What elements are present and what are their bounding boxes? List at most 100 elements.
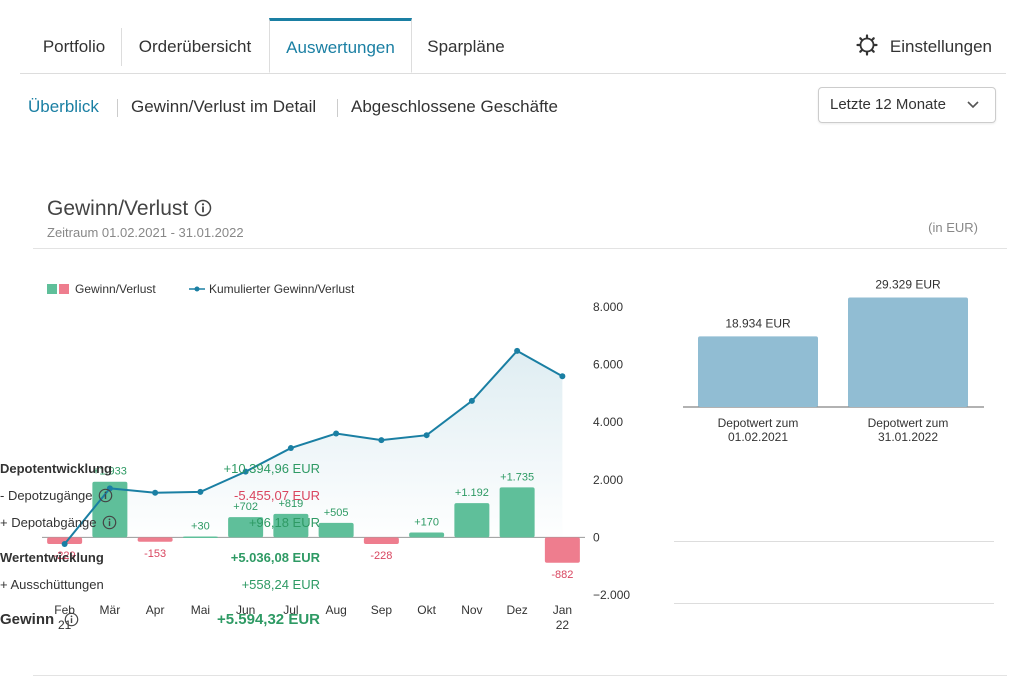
info-icon[interactable] [194,199,212,217]
summary-row-depotentwicklung: Depotentwicklung +10.394,96 EUR [0,461,320,479]
summary-divider [674,541,994,542]
panel-unit: (in EUR) [928,220,978,235]
x-tick-label: Okt [417,603,436,617]
depot-category-label: 31.01.2022 [878,430,938,444]
legend-gewinn-verlust: Gewinn/Verlust [47,282,156,296]
period-select[interactable]: Letzte 12 Monate [818,87,996,123]
summary-row-wertentwicklung: Wertentwicklung +5.036,08 EUR [0,550,320,568]
bar-gewinn-verlust [544,537,580,563]
summary-value: +10.394,96 EUR [223,461,320,476]
bar-gewinn-verlust [409,532,445,538]
period-select-value: Letzte 12 Monate [830,96,946,113]
summary-value: -5.455,07 EUR [234,488,320,503]
bar-gewinn-verlust [454,503,490,538]
depot-category-label: Depotwert zum [718,416,799,430]
x-tick-label: Aug [325,603,346,617]
gear-icon [856,34,878,56]
y-tick-label: 8.000 [593,300,623,314]
summary-value: +5.036,08 EUR [230,550,320,565]
summary-label-wrap: - Depotzugänge [0,488,113,503]
cumulative-point [423,432,430,439]
summary-label: Gewinn [0,611,55,628]
depot-bar-label: 29.329 EUR [875,278,941,292]
bar-gewinn-verlust [318,522,354,538]
depot-bar [698,336,818,407]
tab-auswertungen[interactable]: Auswertungen [269,18,412,73]
info-icon[interactable] [102,515,117,530]
summary-label: - Depotzugänge [0,488,93,503]
summary-label-wrap: + Depotabgänge [0,515,117,530]
bar-data-label: -882 [551,569,573,581]
summary-depotentwicklung [0,0,320,18]
panel-period: Zeitraum 01.02.2021 - 31.01.2022 [47,225,244,240]
settings-label: Einstellungen [889,37,992,56]
legend-label: Gewinn/Verlust [75,282,156,296]
depot-category-label: Depotwert zum [868,416,949,430]
bar-gewinn-verlust [499,487,535,538]
divider [33,675,1007,676]
legend-swatch-icon [47,284,69,294]
cumulative-point [514,347,521,354]
bar-data-label: +1.735 [500,471,534,483]
summary-row-ausschuettungen: + Ausschüttungen +558,24 EUR [0,577,320,595]
subnav-divider [337,99,338,117]
legend-line-icon [189,286,205,292]
subnav-abgeschlossene-geschaefte[interactable]: Abgeschlossene Geschäfte [351,97,558,116]
bar-data-label: +505 [324,507,349,519]
summary-divider [674,603,994,604]
subnav-gewinn-verlust-detail[interactable]: Gewinn/Verlust im Detail [131,97,317,116]
summary-value: +558,24 EUR [241,577,320,592]
summary-value: +96,18 EUR [248,515,320,530]
y-tick-label: 6.000 [593,358,623,372]
summary-label: + Ausschüttungen [0,577,104,592]
cumulative-point [287,445,294,452]
info-icon[interactable] [64,612,79,627]
summary-value: +5.594,32 EUR [217,611,320,628]
divider [33,248,1007,249]
settings-button[interactable]: Einstellungen [856,18,992,73]
cumulative-point [61,540,68,547]
y-tick-label: 4.000 [593,415,623,429]
tab-divider [121,28,122,66]
cumulative-point [559,373,566,380]
x-tick-label: Dez [506,603,527,617]
tab-orderuebersicht[interactable]: Orderübersicht [138,37,252,56]
x-tick-label: Jan [553,603,572,617]
depot-category-label: 01.02.2021 [728,430,788,444]
cumulative-point [468,397,475,404]
bar-gewinn-verlust [137,537,173,542]
x-tick-label: Nov [461,603,482,617]
cumulative-point [333,430,340,437]
summary-label: + Depotabgänge [0,515,97,530]
x-tick-label: Sep [371,603,393,617]
summary-label-wrap: Gewinn [0,611,79,628]
main-tabs: Portfolio Orderübersicht Auswertungen Sp… [20,18,1006,74]
panel-title-text: Gewinn/Verlust [47,197,189,220]
x-tick-label: 22 [556,618,570,632]
legend-kumuliert: Kumulierter Gewinn/Verlust [189,282,354,296]
y-tick-label: 2.000 [593,473,623,487]
tab-portfolio[interactable]: Portfolio [42,37,106,56]
summary-row-gewinn: Gewinn +5.594,32 EUR [0,611,320,629]
depot-bar [848,297,968,407]
subnav-ueberblick[interactable]: Überblick [28,97,99,116]
summary-label: Wertentwicklung [0,550,104,565]
summary-label: Depotentwicklung [0,461,112,476]
bar-data-label: +1.192 [455,487,489,499]
bar-data-label: +170 [414,517,439,529]
summary-row-depotzugaenge: - Depotzugänge -5.455,07 EUR [0,488,320,506]
chevron-down-icon [967,101,979,109]
bar-gewinn-verlust [182,536,218,539]
y-tick-label: −2.000 [593,588,630,602]
cumulative-point [378,437,385,444]
depot-bar-label: 18.934 EUR [725,316,791,330]
legend-label: Kumulierter Gewinn/Verlust [209,282,355,296]
panel-title: Gewinn/Verlust [47,197,212,221]
bar-data-label: -228 [370,550,392,562]
tab-sparplaene[interactable]: Sparpläne [427,37,505,56]
y-tick-label: 0 [593,530,600,544]
bar-gewinn-verlust [363,537,399,544]
subnav-divider [117,99,118,117]
info-icon[interactable] [98,488,113,503]
summary-row-depotabgaenge: + Depotabgänge +96,18 EUR [0,515,320,533]
